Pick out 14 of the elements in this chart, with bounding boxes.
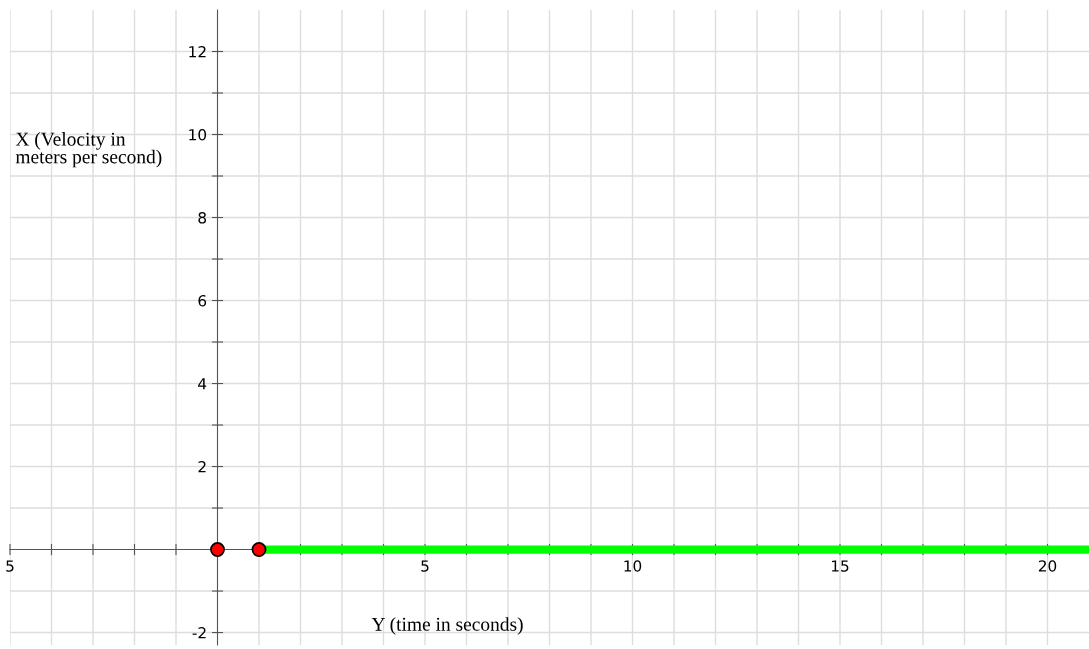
- y-tick-label: 12: [189, 45, 206, 58]
- x-axis-title: Y (time in seconds): [371, 617, 523, 635]
- y-tick-label: 2: [198, 461, 206, 473]
- y-tick-label: 6: [198, 294, 207, 307]
- y-tick-label: 8: [198, 211, 207, 224]
- y-tick-label: -2: [192, 627, 206, 639]
- x-tick-label: 5: [6, 560, 14, 572]
- x-tick-label: 10: [624, 560, 642, 572]
- x-tick-label: 15: [831, 560, 849, 572]
- x-tick-label: 20: [1038, 560, 1057, 572]
- y-tick-label: 10: [189, 128, 207, 141]
- x-tick-label: 5: [421, 560, 429, 572]
- y-tick-label: 4: [198, 378, 207, 390]
- y-axis-title: X (Velocity in meters per second): [15, 132, 162, 168]
